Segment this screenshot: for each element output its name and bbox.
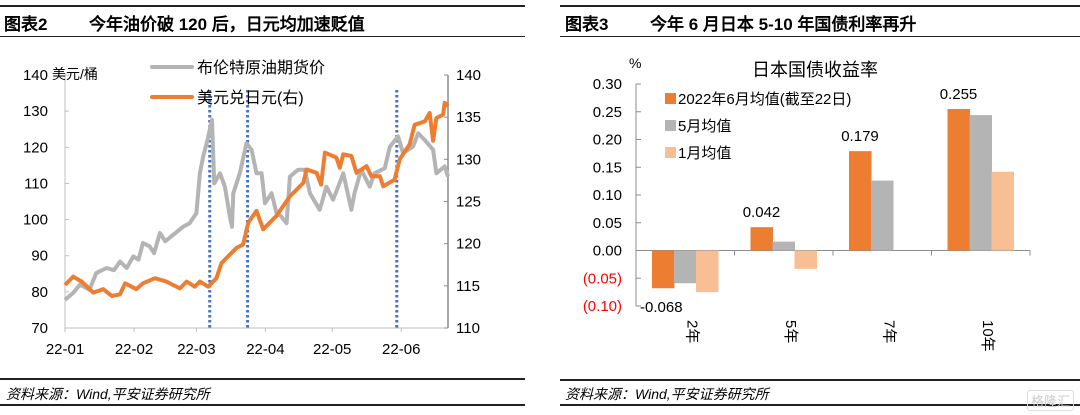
bar-5年-series-0 bbox=[750, 227, 773, 251]
right-title-rule bbox=[560, 36, 1080, 37]
legend-swatch bbox=[665, 120, 676, 131]
y-tick-label: 0.10 bbox=[593, 187, 622, 204]
bar-2年-series-1 bbox=[674, 250, 697, 284]
right-source-rule-top bbox=[560, 379, 1080, 381]
right-y-tick-label: 120 bbox=[456, 236, 481, 253]
legend-swatch bbox=[665, 147, 676, 158]
left-y-tick-label: 130 bbox=[23, 103, 48, 120]
y-tick-label: 0.20 bbox=[593, 132, 622, 149]
bar-5年-series-1 bbox=[772, 241, 795, 251]
bar-10年-series-1 bbox=[969, 115, 992, 251]
x-category-label: 10年 bbox=[979, 320, 996, 352]
y-tick-label: 0.00 bbox=[593, 243, 622, 260]
right-y-tick-label: 135 bbox=[456, 109, 481, 126]
left-source-rule-bottom bbox=[0, 404, 525, 406]
legend-label: 布伦特原油期货价 bbox=[197, 59, 325, 77]
left-y-tick-label: 80 bbox=[31, 284, 48, 301]
left-y-axis-unit: 美元/桶 bbox=[52, 66, 98, 82]
y-tick-label: 0.25 bbox=[593, 104, 622, 121]
x-tick-label: 22-04 bbox=[246, 341, 284, 358]
left-y-tick-label: 90 bbox=[31, 248, 48, 265]
watermark: 格隆汇 bbox=[1026, 390, 1074, 411]
bar-7年-series-1 bbox=[871, 180, 894, 251]
x-tick-label: 22-02 bbox=[115, 341, 153, 358]
left-y-tick-label: 140 bbox=[23, 67, 48, 84]
y-tick-label: (0.10) bbox=[583, 298, 622, 315]
legend-label: 1月均值 bbox=[678, 145, 731, 162]
y-tick-label: (0.05) bbox=[583, 270, 622, 287]
legend-label: 2022年6月均值(截至22日) bbox=[678, 91, 851, 108]
y-tick-label: 0.15 bbox=[593, 159, 622, 176]
right-y-tick-label: 110 bbox=[456, 320, 480, 337]
x-tick-label: 22-03 bbox=[177, 341, 215, 358]
left-panel-heading: 图表2 今年油价破 120 后，日元均加速贬值 bbox=[4, 10, 365, 35]
left-panel-label: 图表2 bbox=[4, 15, 48, 34]
data-label: 0.179 bbox=[841, 128, 879, 145]
bar-2年-series-0 bbox=[652, 250, 675, 289]
x-category-label: 2年 bbox=[683, 320, 700, 343]
y-tick-label: 0.30 bbox=[593, 76, 622, 93]
x-tick-label: 22-06 bbox=[382, 341, 420, 358]
bar-7年-series-0 bbox=[849, 151, 872, 251]
right-panel-title: 今年 6 月日本 5-10 年国债利率再升 bbox=[650, 15, 917, 34]
data-label: 0.255 bbox=[940, 86, 978, 103]
x-tick-label: 22-01 bbox=[46, 341, 84, 358]
bar-10年-series-2 bbox=[991, 171, 1014, 251]
x-tick-label: 22-05 bbox=[313, 341, 351, 358]
x-category-label: 5年 bbox=[782, 320, 799, 343]
right-top-rule bbox=[560, 5, 1080, 7]
series-line-brent bbox=[63, 117, 450, 302]
right-y-tick-label: 115 bbox=[456, 278, 480, 295]
legend-swatch bbox=[665, 93, 676, 104]
left-source: 资料来源：Wind,平安证券研究所 bbox=[6, 386, 210, 402]
bar-2年-series-2 bbox=[696, 250, 719, 293]
y-tick-label: 0.05 bbox=[593, 215, 622, 232]
legend-label: 5月均值 bbox=[678, 118, 731, 135]
bar-5年-series-2 bbox=[794, 250, 817, 269]
right-panel-heading: 图表3 今年 6 月日本 5-10 年国债利率再升 bbox=[565, 10, 916, 35]
right-source: 资料来源：Wind,平安证券研究所 bbox=[565, 386, 769, 402]
data-label: -0.068 bbox=[640, 299, 683, 316]
right-source-rule-bottom bbox=[560, 404, 1080, 406]
left-y-tick-label: 120 bbox=[23, 139, 48, 156]
right-y-tick-label: 130 bbox=[456, 151, 481, 168]
left-y-tick-label: 100 bbox=[23, 212, 48, 229]
left-title-rule bbox=[0, 36, 525, 37]
left-source-rule-top bbox=[0, 378, 525, 380]
x-category-label: 7年 bbox=[880, 320, 897, 343]
left-y-tick-label: 70 bbox=[31, 320, 48, 337]
series-line-usdjpy bbox=[63, 100, 450, 298]
y-axis-unit: % bbox=[629, 55, 641, 71]
right-y-tick-label: 125 bbox=[456, 194, 481, 211]
bar-10年-series-0 bbox=[947, 108, 970, 251]
data-label: 0.042 bbox=[743, 204, 781, 221]
legend-label: 美元兑日元(右) bbox=[197, 89, 304, 107]
right-y-tick-label: 140 bbox=[456, 67, 481, 84]
left-y-tick-label: 110 bbox=[24, 175, 48, 192]
right-panel-label: 图表3 bbox=[565, 15, 609, 34]
left-panel-title: 今年油价破 120 后，日元均加速贬值 bbox=[89, 15, 365, 34]
chart-title: 日本国债收益率 bbox=[752, 60, 878, 80]
left-top-rule bbox=[0, 5, 525, 7]
